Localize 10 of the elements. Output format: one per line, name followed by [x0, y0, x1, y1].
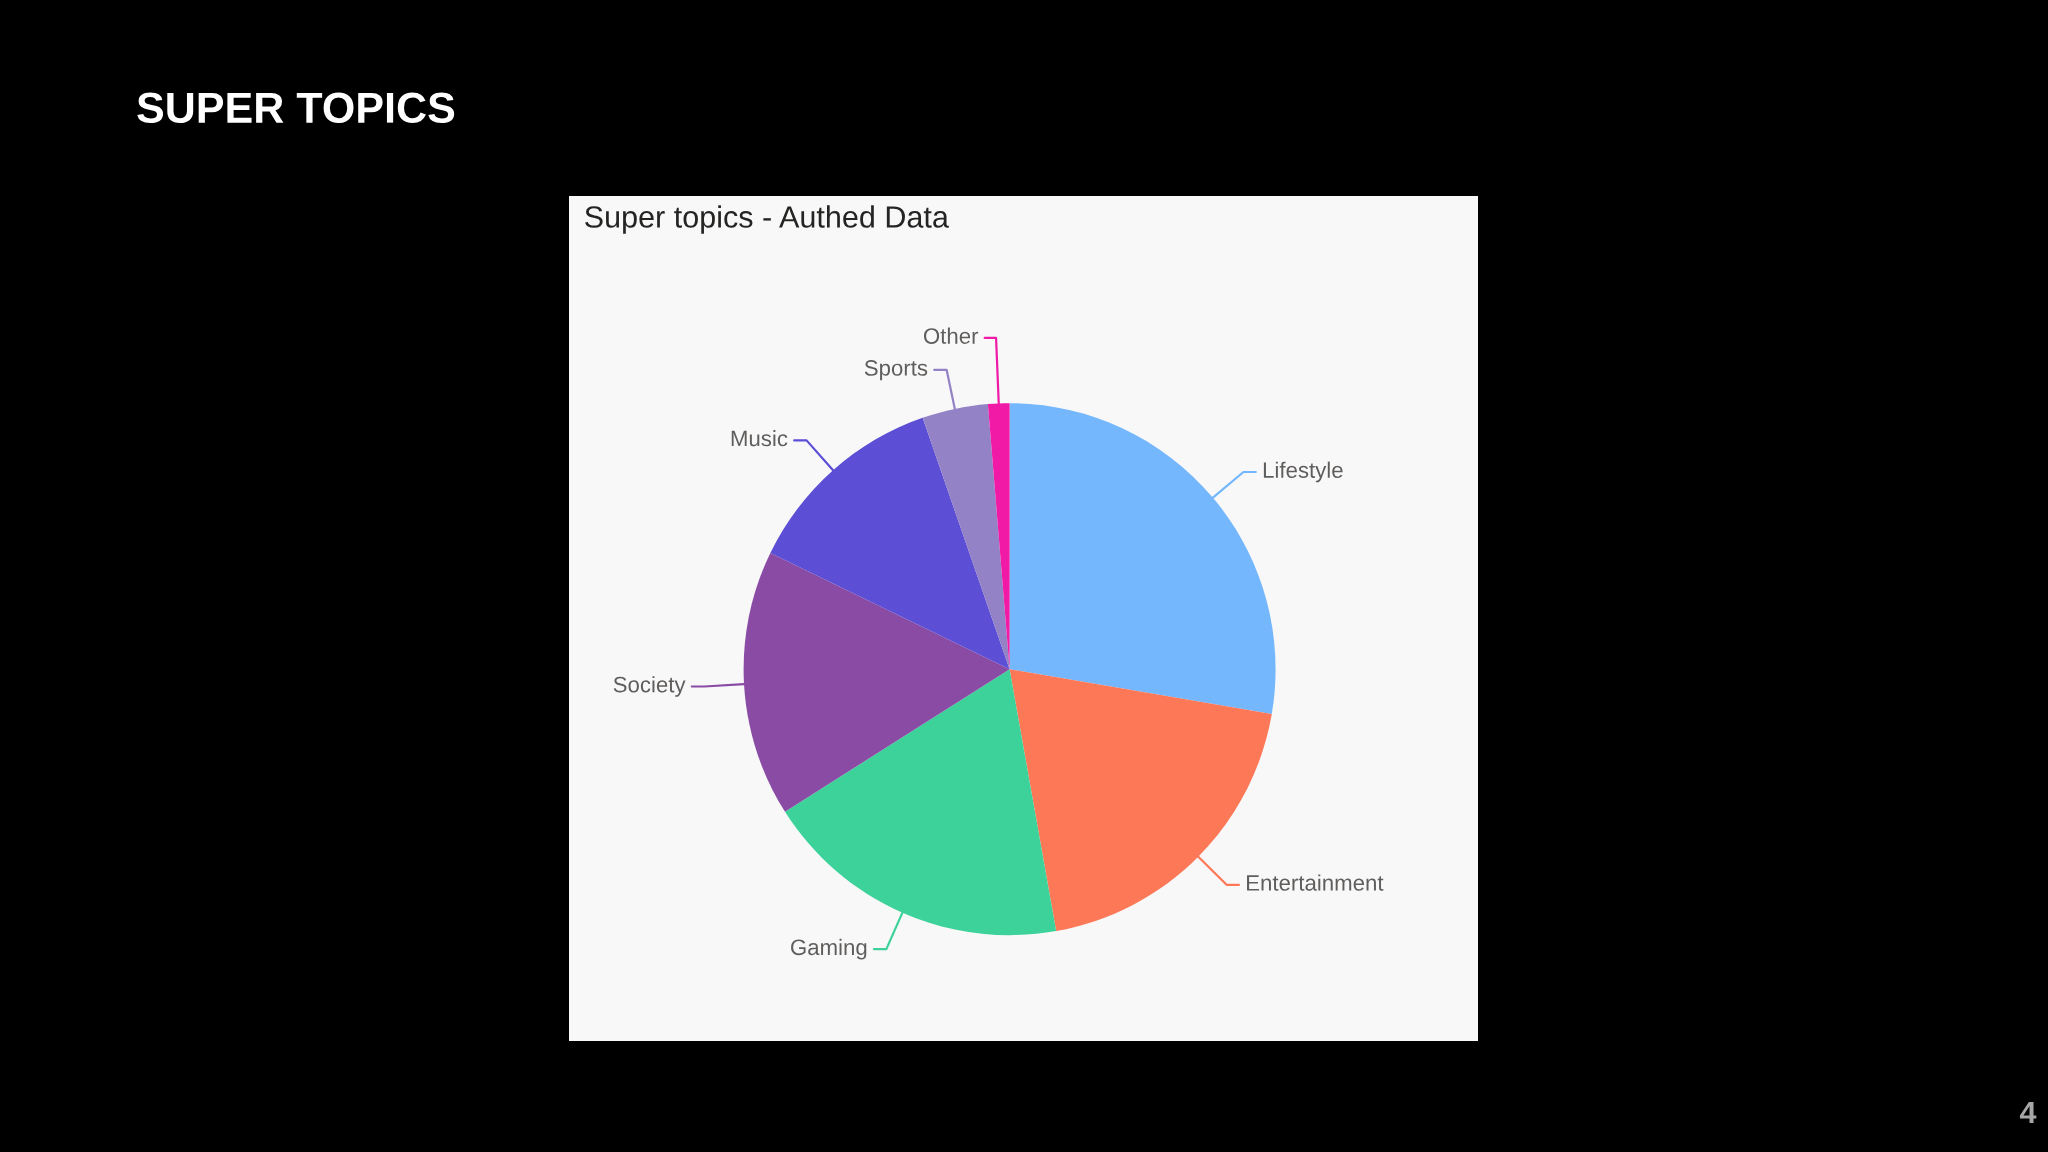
slice-label: Sports [864, 360, 928, 381]
slice-label: Music [731, 430, 788, 447]
text: 4 [2019, 1101, 2037, 1123]
chart-title: SUPER TOPICS [137, 92, 455, 124]
slice-label: Society [613, 676, 686, 697]
slice-label: Gaming [791, 938, 867, 960]
slice-label: Entertainment [1247, 874, 1384, 891]
slice-label: Lifestyle [1263, 461, 1343, 483]
chart-subtitle: Super topics - Authed Data [585, 205, 949, 234]
slice-label: Other [923, 327, 979, 344]
